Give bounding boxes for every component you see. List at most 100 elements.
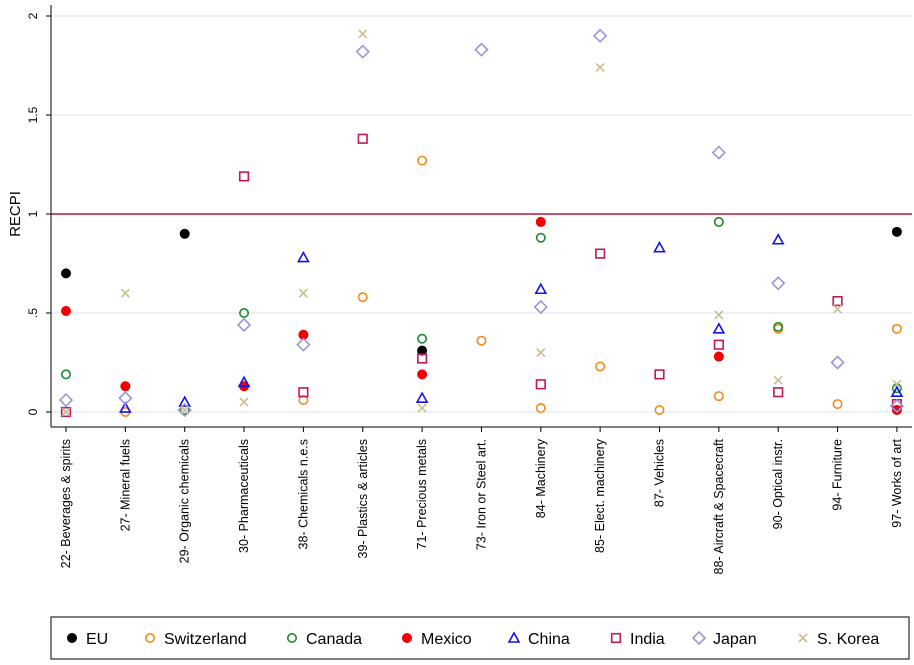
point-s3-c6-shape: [417, 369, 428, 380]
point-s3-c0: [61, 306, 71, 317]
point-s1-c7-shape: [476, 335, 487, 346]
point-s3-c11: [713, 351, 724, 362]
point-s2-c11-shape: [713, 216, 724, 227]
series-0: [61, 226, 902, 356]
point-s6-c4-shape: [296, 337, 311, 352]
point-s4-c11: [712, 322, 726, 334]
point-s1-c9: [595, 361, 606, 372]
legend-marker-5: [610, 632, 622, 644]
point-s5-c4: [298, 387, 309, 398]
point-s0-c14-shape: [891, 226, 902, 237]
legend-marker-0: [67, 633, 77, 643]
legend-label-5: India: [630, 631, 665, 648]
point-s7-c6: [417, 403, 427, 413]
point-s7-c13-stroke-b: [832, 304, 843, 314]
legend-marker-0-shape: [67, 633, 77, 643]
legend-label-1: Switzerland: [164, 631, 247, 648]
point-s4-c2: [178, 395, 192, 407]
point-s6-c4: [296, 337, 311, 352]
point-s5-c12-shape: [773, 387, 784, 398]
point-s1-c9-shape: [595, 361, 606, 372]
y-tick-label-4: 2: [26, 12, 40, 19]
point-s5-c6: [416, 353, 428, 364]
point-s4-c3-shape: [237, 375, 251, 388]
point-s6-c9-shape: [593, 28, 608, 43]
point-s7-c14: [892, 379, 902, 389]
point-s3-c1-shape: [120, 381, 131, 392]
x-tick-label-3: 30- Pharmaceuticals: [237, 439, 251, 553]
point-s7-c1-stroke-b: [120, 288, 130, 298]
series-4: [118, 233, 904, 413]
point-s6-c0-shape: [58, 392, 74, 408]
point-s1-c11: [713, 391, 724, 402]
point-s5-c5: [357, 133, 368, 144]
point-s7-c6-stroke-b: [417, 403, 427, 413]
point-s2-c11: [713, 216, 724, 227]
legend-marker-1-shape: [145, 632, 156, 643]
point-s2-c3-shape: [239, 307, 250, 318]
point-s3-c8: [535, 216, 546, 227]
point-s3-c8-shape: [535, 216, 546, 227]
point-s5-c0: [60, 406, 72, 418]
series-3: [61, 216, 902, 416]
data-points: [58, 28, 905, 418]
point-s5-c10-shape: [654, 369, 665, 380]
point-s7-c14-stroke-b: [892, 379, 902, 389]
point-s5-c9-shape: [595, 248, 606, 259]
point-s1-c6: [417, 155, 428, 166]
point-s0-c0-shape: [61, 268, 71, 279]
point-s6-c11-shape: [711, 145, 726, 160]
legend: EU Switzerland Canada Mexico China India Japan…: [50, 616, 910, 660]
point-s4-c11-shape: [712, 322, 726, 334]
point-s4-c4-shape: [297, 250, 310, 263]
point-s2-c8: [535, 232, 546, 243]
point-s7-c5: [358, 29, 368, 39]
x-tick-label-8: 84- Machinery: [534, 438, 548, 518]
x-tick-label-11: 88- Aircraft & Spacecraft: [712, 438, 726, 574]
point-s4-c8: [534, 282, 548, 295]
point-s2-c6: [417, 333, 428, 344]
legend-marker-3: [402, 633, 412, 643]
x-tick-label-2: 29- Organic chemicals: [178, 439, 192, 563]
point-s6-c0: [58, 392, 74, 408]
legend-box: [50, 616, 910, 660]
point-s1-c10-shape: [654, 405, 665, 416]
point-s7-c11-stroke-b: [714, 310, 724, 320]
y-tick-label-3: 1.5: [26, 106, 40, 123]
x-tick-label-4: 38- Chemicals n.e.s: [296, 439, 310, 549]
point-s2-c3: [239, 307, 250, 318]
point-s5-c0-shape: [60, 406, 72, 418]
series-6: [58, 28, 905, 418]
point-s6-c8: [533, 299, 548, 315]
point-s4-c12-shape: [771, 233, 785, 245]
legend-label-7: S. Korea: [817, 631, 879, 648]
x-tick-label-0: 22- Beverages & spirits: [59, 439, 73, 568]
point-s2-c8-shape: [535, 232, 546, 243]
point-s5-c11-shape: [713, 339, 724, 350]
x-tick-label-7: 73- Iron or Steel art.: [474, 439, 488, 550]
point-s1-c7: [476, 335, 487, 346]
legend-marker-7-stroke-b: [798, 633, 808, 643]
point-s6-c9: [593, 28, 608, 43]
point-s1-c14: [891, 323, 902, 334]
point-s6-c13-shape: [830, 355, 845, 370]
point-s5-c4-shape: [298, 387, 309, 398]
x-tick-label-5: 39- Plastics & articles: [356, 439, 370, 558]
point-s7-c4: [298, 288, 308, 298]
point-s4-c3: [237, 375, 251, 388]
legend-label-0: EU: [86, 631, 108, 648]
point-s6-c14-shape: [889, 398, 905, 414]
point-s6-c2-shape: [177, 402, 192, 418]
point-s6-c11: [711, 145, 726, 160]
point-s6-c5: [355, 44, 370, 59]
point-s2-c0: [60, 369, 71, 380]
point-s1-c8: [535, 403, 546, 414]
legend-label-2: Canada: [306, 631, 362, 648]
legend-marker-7: [798, 633, 808, 643]
point-s6-c13: [830, 355, 845, 370]
legend-marker-4-shape: [507, 631, 521, 643]
point-s1-c13-shape: [832, 399, 843, 410]
point-s7-c12-stroke-b: [773, 375, 783, 385]
point-s3-c1: [120, 381, 131, 392]
